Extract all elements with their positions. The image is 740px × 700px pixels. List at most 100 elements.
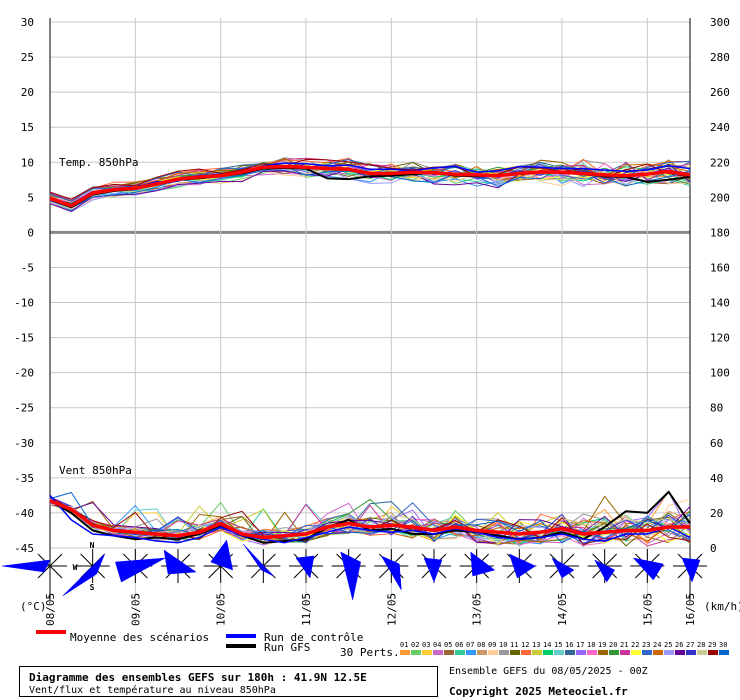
member-color-swatch: [708, 650, 718, 655]
member-color-swatch: [697, 650, 707, 655]
temp-unit-label: (°C): [20, 600, 47, 613]
member-number: 26: [675, 641, 683, 649]
member-number: 12: [521, 641, 529, 649]
member-color-swatch: [488, 650, 498, 655]
member-color-swatch: [477, 650, 487, 655]
wind-arrow: [502, 549, 537, 583]
temp-tick-label: -10: [14, 297, 34, 310]
wind-tick-label: 0: [710, 542, 717, 555]
wind-panel-label: Vent 850hPa: [59, 464, 132, 477]
member-color-swatch: [543, 650, 553, 655]
wind-arrow: [417, 549, 451, 583]
footer-subtitle: Vent/flux et température au niveau 850hP…: [29, 685, 276, 696]
wind-arrow: [673, 549, 707, 583]
member-color-swatch: [587, 650, 597, 655]
wind-tick-label: 60: [710, 437, 723, 450]
date-tick-label: 14/05: [556, 593, 569, 626]
wind-arrow: [374, 549, 409, 591]
wind-direction-arrow: [551, 557, 575, 579]
member-number: 04: [433, 641, 441, 649]
member-color-swatch: [598, 650, 608, 655]
member-number: 01: [400, 641, 408, 649]
temp-tick-label: 15: [21, 121, 34, 134]
legend: Moyenne des scénarios Run de contrôleRun …: [36, 630, 400, 659]
date-tick-label: 15/05: [641, 593, 654, 626]
member-color-legend: 01 02 03 04 05 06 07 08 09 10 11 12 13 14 15 16 17 18 19 20…: [400, 641, 729, 655]
member-number: 16: [565, 641, 573, 649]
temp-tick-label: -45: [14, 542, 34, 555]
temp-tick-label: -25: [14, 402, 34, 415]
temp-tick-label: 25: [21, 51, 34, 64]
date-tick-label: 13/05: [471, 593, 484, 626]
wind-tick-label: 180: [710, 226, 730, 239]
member-number: 25: [664, 641, 672, 649]
wind-tick-label: 300: [710, 16, 730, 29]
wind-direction-arrow: [210, 539, 233, 571]
wind-tick-label: 260: [710, 86, 730, 99]
member-number: 15: [554, 641, 562, 649]
wind-tick-label: 20: [710, 507, 723, 520]
member-number: 13: [532, 641, 540, 649]
wind-tick-label: 160: [710, 261, 730, 274]
grid: [49, 18, 691, 600]
member-number: 18: [587, 641, 595, 649]
wind-tick-label: 220: [710, 156, 730, 169]
wind-arrow: [62, 549, 110, 597]
member-number: 02: [411, 641, 419, 649]
wind-direction-arrow: [243, 543, 274, 577]
date-tick-label: 16/05: [684, 593, 697, 626]
wind-arrow: [331, 549, 366, 601]
copyright: Copyright 2025 Meteociel.fr: [449, 685, 628, 698]
wind-direction-arrow: [508, 553, 536, 579]
member-number: 19: [598, 641, 606, 649]
axis-tick-labels: -45 0-40 20-35 40-30 60-25 80-20 100-15 120-10 1…: [14, 16, 730, 626]
wind-direction-arrow: [632, 557, 664, 581]
temp-panel-label: Temp. 850hPa: [59, 156, 138, 169]
member-color-swatch: [565, 650, 575, 655]
member-color-swatch: [499, 650, 509, 655]
main-series: [49, 162, 691, 544]
wind-direction-arrow: [115, 557, 166, 583]
temp-tick-label: -15: [14, 332, 34, 345]
wind-direction-arrow: [594, 559, 616, 583]
temp-tick-label: -20: [14, 367, 34, 380]
wind-arrows: N S W: [1, 539, 707, 601]
temp-tick-label: 20: [21, 86, 34, 99]
member-color-swatch: [576, 650, 586, 655]
wind-arrow: [115, 549, 166, 583]
member-number: 05: [444, 641, 452, 649]
wind-tick-label: 240: [710, 121, 730, 134]
member-color-swatch: [609, 650, 619, 655]
wind-tick-label: 120: [710, 332, 730, 345]
member-number: 23: [642, 641, 650, 649]
wind-member-line: [49, 491, 691, 544]
wind-direction-arrow: [423, 557, 443, 583]
member-color-swatch: [444, 650, 454, 655]
wind-member-line: [49, 502, 691, 544]
member-number: 17: [576, 641, 584, 649]
member-number: 30: [719, 641, 727, 649]
compass-spoke: [37, 553, 63, 579]
date-tick-label: 12/05: [385, 593, 398, 626]
wind-unit-label: (km/h): [704, 600, 740, 613]
member-color-swatch: [455, 650, 465, 655]
wind-tick-label: 280: [710, 51, 730, 64]
temp-tick-label: -40: [14, 507, 34, 520]
wind-arrow: [1, 549, 67, 583]
member-color-swatch: [664, 650, 674, 655]
member-color-swatch: [719, 650, 729, 655]
perts-label: 30 Perts.: [340, 646, 400, 659]
member-number: 21: [620, 641, 628, 649]
wind-direction-arrow: [295, 555, 315, 579]
wind-direction-arrow: [340, 551, 361, 601]
wind-mean-line: [49, 499, 690, 540]
wind-tick-label: 80: [710, 402, 723, 415]
member-color-swatch: [422, 650, 432, 655]
wind-arrow: [587, 549, 622, 583]
wind-direction-arrow: [681, 557, 701, 583]
member-color-swatch: [433, 650, 443, 655]
member-number: 06: [455, 641, 463, 649]
member-color-swatch: [686, 650, 696, 655]
member-color-swatch: [532, 650, 542, 655]
legend-label: Run de contrôle: [264, 631, 363, 644]
